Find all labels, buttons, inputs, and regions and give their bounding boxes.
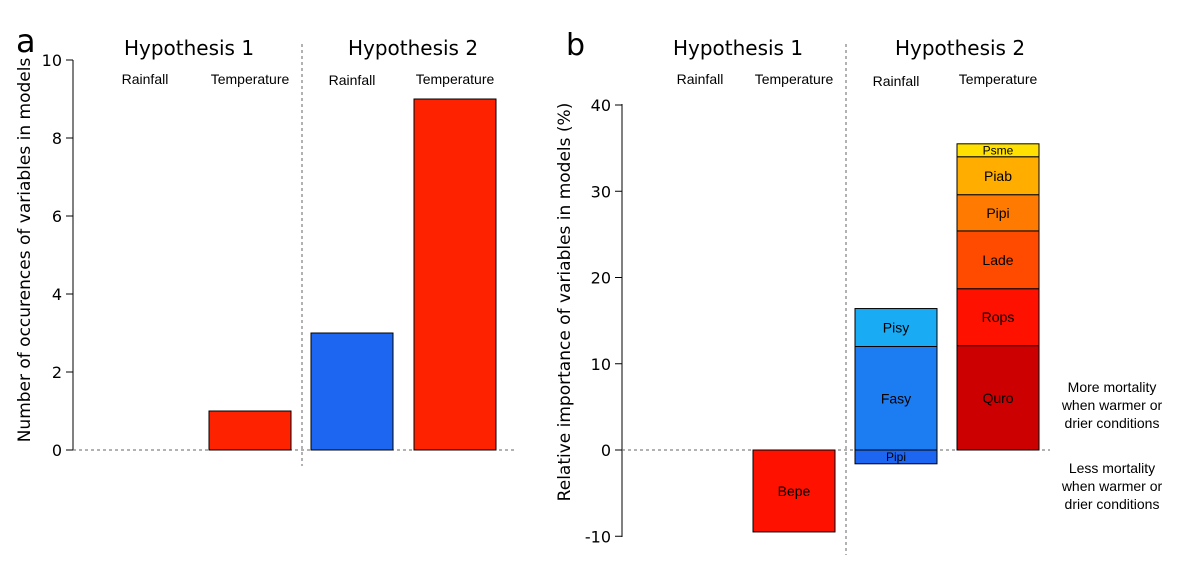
panel-b-ytick-label: -10 <box>585 527 611 546</box>
panel-a-y-ticks: 0 2 4 6 8 10 <box>42 51 73 460</box>
panel-b-category-label: Rainfall <box>873 73 920 89</box>
panel-b-bar-segment <box>956 288 1040 347</box>
panel-b-bar-segment <box>956 345 1040 451</box>
panel-b-annotation-line: drier conditions <box>1065 415 1160 431</box>
panel-b-category-label: Temperature <box>959 71 1038 87</box>
panel-b-segment-label: Piab <box>984 168 1012 184</box>
panel-a-category-label: Temperature <box>211 71 290 87</box>
panel-a: a Number of occurences of variables in m… <box>15 22 515 466</box>
panel-b-ytick-label: 30 <box>591 182 611 201</box>
panel-b-segment-label: Quro <box>982 390 1013 406</box>
panel-b-bar-segment <box>956 230 1040 290</box>
panel-a-category-label: Rainfall <box>329 72 376 88</box>
panel-label-a: a <box>16 22 36 60</box>
panel-b-category-labels: Rainfall Temperature Rainfall Temperature <box>677 71 1038 89</box>
panel-b-bar-segment <box>956 156 1040 196</box>
panel-a-ylabel: Number of occurences of variables in mod… <box>15 58 35 443</box>
panel-a-category-labels: Rainfall Temperature Rainfall Temperature <box>122 71 495 88</box>
panel-b-bar-segment <box>956 143 1040 158</box>
panel-label-b: b <box>566 28 585 63</box>
panel-b-annotations: More mortality when warmer or drier condit… <box>1061 379 1163 512</box>
panel-b-segment-label: Pipi <box>986 205 1009 221</box>
panel-a-bar <box>310 332 394 451</box>
panel-b-annotation-line: when warmer or <box>1061 397 1163 413</box>
panel-b-annotation-line: Less mortality <box>1069 460 1155 476</box>
panel-b-bar-segment <box>752 449 836 533</box>
panel-b-segment-label: Pisy <box>883 320 909 336</box>
panel-b-category-label: Temperature <box>755 71 834 87</box>
panel-b-group-label-1: Hypothesis 1 <box>673 36 803 60</box>
panel-a-ytick-label: 6 <box>52 207 62 226</box>
panel-b-annotation-line: when warmer or <box>1061 478 1163 494</box>
panel-a-group-label-2: Hypothesis 2 <box>348 36 478 60</box>
panel-a-bar <box>413 98 497 451</box>
panel-a-ytick-label: 10 <box>42 51 62 70</box>
panel-b-segment-label: Bepe <box>778 483 811 499</box>
panel-b-segment-label: Rops <box>982 309 1015 325</box>
panel-b-category-label: Rainfall <box>677 71 724 87</box>
panel-b-segment-label: Pipi <box>886 450 906 464</box>
panel-b-ylabel: Relative importance of variables in mode… <box>555 103 575 502</box>
panel-a-bars <box>208 98 497 451</box>
panel-b-bar-segment <box>854 308 938 347</box>
panel-b-annotation-line: drier conditions <box>1065 496 1160 512</box>
panel-a-bar <box>208 410 292 451</box>
panel-a-category-label: Rainfall <box>122 71 169 87</box>
panel-b-ytick-label: 0 <box>601 441 611 460</box>
panel-b-annotation-line: More mortality <box>1068 379 1157 395</box>
panel-a-ytick-label: 8 <box>52 129 62 148</box>
panel-a-ytick-label: 0 <box>52 441 62 460</box>
panel-b-segment-label: Lade <box>982 252 1013 268</box>
panel-a-ytick-label: 4 <box>52 285 62 304</box>
panel-b-y-ticks: -10 0 10 20 30 40 <box>585 96 622 546</box>
panel-b-bar-segment <box>956 194 1040 232</box>
panel-b-segment-label: Psme <box>983 144 1014 158</box>
panel-a-group-label-1: Hypothesis 1 <box>124 36 254 60</box>
panel-b: b Relative importance of variables in mo… <box>555 28 1163 555</box>
panel-b-ytick-label: 40 <box>591 96 611 115</box>
panel-b-bar-segment <box>854 346 938 451</box>
panel-b-group-label-2: Hypothesis 2 <box>895 36 1025 60</box>
panel-a-ytick-label: 2 <box>52 363 62 382</box>
panel-b-segment-label: Fasy <box>881 390 911 406</box>
panel-b-bars: Bepe Pipi Fasy Pisy Quro Rops Lade Pipi Piab Psme <box>752 143 1040 533</box>
panel-b-ytick-label: 10 <box>591 355 611 374</box>
panel-a-category-label: Temperature <box>416 71 495 87</box>
panel-b-ytick-label: 20 <box>591 269 611 288</box>
